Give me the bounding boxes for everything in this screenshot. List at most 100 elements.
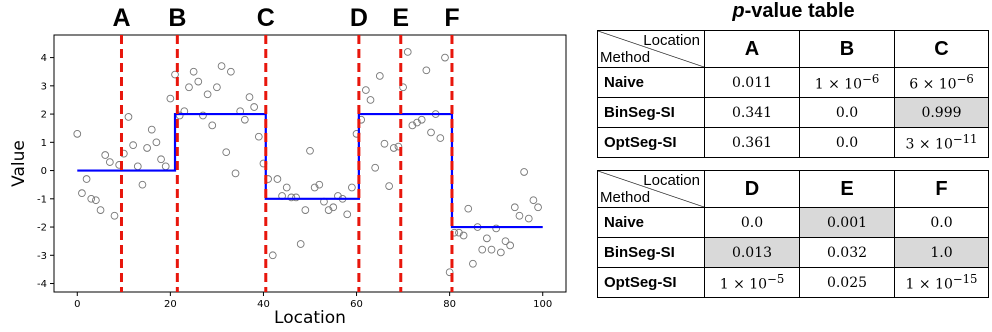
data-point [501,237,510,246]
data-point [161,162,170,171]
changepoint-label: C [257,4,275,32]
table-title: p-value table [732,0,855,22]
data-point [110,211,119,220]
column-header: F [894,170,989,208]
pvalue-cell: 3 × 10−11 [894,127,989,158]
changepoint-label: B [168,4,186,32]
data-point [268,251,277,260]
column-header: C [894,30,989,68]
data-point [301,206,310,214]
data-point [152,138,161,147]
pvalue-cell: 0.999 [894,97,989,128]
data-point [250,103,258,111]
data-point [441,53,449,62]
data-point [87,194,96,203]
data-point [469,259,477,268]
method-label: OptSeg-SI [597,267,705,298]
column-header: D [704,170,800,208]
pvalue-cell: 0.341 [704,97,800,128]
y-tick-label: 3 [41,81,47,92]
pvalue-table-2: Location Method D E F Naive 0.0 0.001 0.0 BinSeg-… [597,170,989,298]
pvalue-cell: 0.0 [704,207,800,238]
data-point [287,193,296,202]
table-row: BinSeg-SI 0.341 0.0 0.999 [597,97,989,128]
plot-frame [53,34,567,293]
data-point [375,72,384,80]
corner-method-label: Method [600,189,651,206]
data-point [306,146,314,155]
data-point [315,180,324,189]
x-tick-label: 40 [257,299,270,310]
y-tick-label: -3 [37,251,47,262]
data-point [245,93,254,101]
y-tick-label: -4 [37,279,47,290]
data-point [515,211,524,220]
data-point [371,163,380,172]
table-row: Naive 0.0 0.001 0.0 [597,207,989,238]
data-point [82,175,91,183]
changepoint-chart: 0 20 40 60 80 100 -4 -3 -2 -1 0 1 2 3 4 Location Value A B… [9,4,567,328]
y-axis-title: Value [9,140,29,187]
data-point [231,169,240,178]
data-point [157,155,165,164]
data-point [185,83,193,92]
y-tick-label: 1 [41,138,47,149]
x-tick-label: 0 [74,299,80,310]
pvalue-cell: 0.361 [704,127,800,158]
data-point [329,203,338,212]
data-point [240,115,249,124]
y-tick-label: -2 [37,223,47,234]
changepoint-label: D [350,4,368,32]
y-tick-label: 0 [41,166,47,177]
data-point [208,121,217,130]
data-point [506,241,514,250]
data-point [213,83,221,92]
data-point [422,66,431,75]
table-row: OptSeg-SI 1 × 10−5 0.025 1 × 10−15 [597,267,989,298]
table-corner-header: Location Method [597,170,705,208]
pvalue-cell: 0.001 [799,207,895,238]
pvalue-cell: 0.013 [704,237,800,268]
data-point [166,94,175,103]
data-point [92,196,100,205]
y-tick-label: 4 [41,53,47,64]
data-point [73,129,82,138]
data-point [464,204,473,213]
x-tick-label: 60 [350,299,363,310]
table-row: OptSeg-SI 0.361 0.0 3 × 10−11 [597,127,989,158]
data-point [194,77,203,86]
data-point [492,224,501,233]
pvalue-table-1: Location Method A B C Naive 0.011 1 × 10−6 6 × 1… [597,30,989,158]
table-row: BinSeg-SI 0.013 0.032 1.0 [597,237,989,268]
table-row: Naive 0.011 1 × 10−6 6 × 10−6 [597,67,989,98]
pvalue-cell: 6 × 10−6 [894,67,989,98]
changepoint-label: F [444,4,459,32]
data-point [529,196,538,205]
corner-location-label: Location [643,172,700,189]
method-label: BinSeg-SI [597,97,705,128]
column-header: A [704,30,800,68]
pvalue-cell: 1 × 10−5 [704,267,800,298]
data-point [399,83,407,92]
table-corner-header: Location Method [597,30,705,68]
y-tick-label: -1 [37,194,47,205]
data-point [138,180,147,189]
x-tick-label: 100 [533,299,552,310]
data-point [427,128,435,137]
data-point [524,214,533,223]
data-point [171,70,179,79]
data-point [343,210,352,219]
data-point [175,111,184,120]
data-point [510,203,519,212]
data-point [222,148,231,157]
data-point [273,175,282,183]
data-point [496,248,505,257]
pvalue-cell: 1 × 10−15 [894,267,989,298]
changepoint-label: A [112,4,130,32]
y-tick-label: 2 [41,110,47,121]
data-point [403,48,412,56]
data-point [459,231,468,240]
corner-method-label: Method [600,49,651,66]
data-point [385,182,393,190]
method-label: OptSeg-SI [597,127,705,158]
